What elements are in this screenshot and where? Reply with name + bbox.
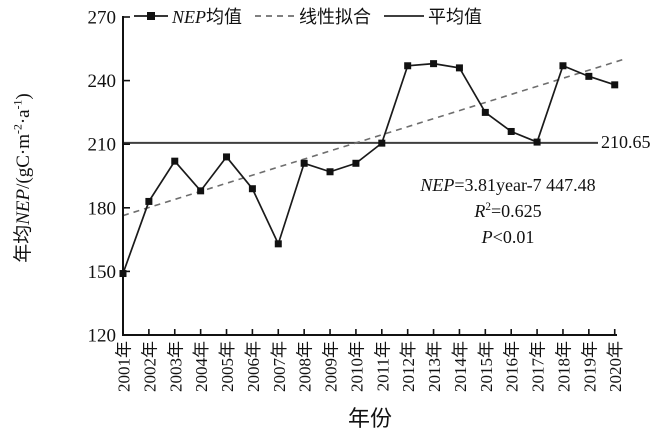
data-point (559, 62, 567, 70)
legend-label-nep-rest: 均值 (206, 7, 242, 27)
data-point (533, 138, 541, 146)
equation-var: NEP (420, 175, 455, 195)
legend-line-icon (384, 15, 424, 17)
x-tick-label: 2017年 (529, 341, 548, 392)
data-point (145, 197, 153, 205)
y-axis-title-prefix: 年均 (13, 224, 34, 263)
legend-marker-nep-icon (134, 12, 168, 20)
data-point (352, 159, 360, 167)
data-point (378, 139, 386, 147)
x-tick-label: 2012年 (399, 341, 418, 392)
y-tick-label: 210 (88, 135, 117, 156)
data-point (300, 159, 308, 167)
legend-label-nep-var: NEP (172, 7, 206, 27)
y-axis-title-sup-b: -1 (11, 99, 25, 110)
equation-line: NEP=3.81year-7 447.48 (383, 172, 633, 198)
p-value-var: P (481, 227, 493, 247)
y-axis-title: 年均NEP/(gC·m-2·a-1) (8, 28, 34, 328)
legend-dash-icon (255, 15, 295, 17)
x-tick-label: 2002年 (140, 341, 159, 392)
data-point (404, 62, 412, 70)
legend-item-fit: 线性拟合 (255, 3, 371, 29)
r-squared-var: R (474, 201, 486, 221)
legend-label-nep: NEP均值 (172, 3, 242, 29)
data-point (171, 157, 179, 165)
x-tick-label: 2009年 (322, 341, 341, 392)
y-axis-title-sup-a: -2 (11, 124, 25, 134)
x-tick-label: 2016年 (503, 341, 522, 392)
y-axis-title-var: NEP (13, 188, 34, 225)
data-point (197, 187, 205, 195)
x-tick-label: 2010年 (347, 341, 366, 392)
y-axis-title-unit-a: /(gC·m (13, 133, 34, 189)
x-tick-label: 2005年 (218, 341, 237, 392)
y-tick-label: 150 (88, 262, 117, 283)
y-axis-title-unit-b: ·a (13, 109, 34, 125)
data-point (119, 270, 127, 278)
y-tick-label: 270 (88, 8, 117, 29)
legend-label-mean: 平均值 (428, 7, 482, 27)
data-point (585, 72, 593, 80)
data-point (430, 60, 438, 68)
x-tick-label: 2004年 (192, 341, 211, 392)
r-squared-line: R2=0.625 (383, 198, 633, 224)
data-point (223, 153, 231, 161)
x-tick-label: 2001年 (115, 341, 134, 392)
r-squared-sup: 2 (485, 201, 491, 213)
x-tick-label: 2014年 (451, 341, 470, 392)
x-tick-label: 2015年 (477, 341, 496, 392)
legend: NEP均值 线性拟合 平均值 (134, 3, 482, 29)
y-tick-label: 180 (88, 198, 117, 219)
data-point (481, 108, 489, 116)
y-tick-label: 240 (88, 71, 117, 92)
x-axis-title: 年份 (347, 406, 392, 431)
data-point (455, 64, 463, 72)
annotation: NEP=3.81year-7 447.48 R2=0.625 P<0.01 (383, 172, 633, 250)
legend-label-fit: 线性拟合 (299, 7, 371, 27)
p-value-line: P<0.01 (383, 224, 633, 250)
p-value-rest: <0.01 (492, 227, 535, 247)
equation-rest: =3.81year-7 447.48 (454, 175, 596, 195)
data-point (326, 168, 334, 176)
y-axis-title-unit-c: ) (13, 93, 34, 100)
data-point (274, 240, 282, 248)
y-tick-label: 120 (88, 326, 117, 347)
x-tick-label: 2020年 (606, 341, 625, 392)
mean-value-label: 210.65 (601, 132, 651, 152)
nep-line (122, 62, 615, 274)
legend-item-mean: 平均值 (384, 3, 482, 29)
x-tick-label: 2006年 (244, 341, 263, 392)
data-point (248, 185, 256, 193)
x-tick-label: 2011年 (373, 341, 392, 391)
x-tick-label: 2007年 (270, 341, 289, 392)
x-tick-label: 2013年 (425, 341, 444, 392)
x-tick-label: 2008年 (296, 341, 315, 392)
x-tick-label: 2018年 (554, 341, 573, 392)
data-point (507, 127, 515, 135)
x-tick-label: 2019年 (580, 341, 599, 392)
r-squared-rest: =0.625 (490, 201, 542, 221)
data-point (611, 81, 619, 89)
x-tick-label: 2003年 (166, 341, 185, 392)
legend-item-nep: NEP均值 (134, 3, 242, 29)
